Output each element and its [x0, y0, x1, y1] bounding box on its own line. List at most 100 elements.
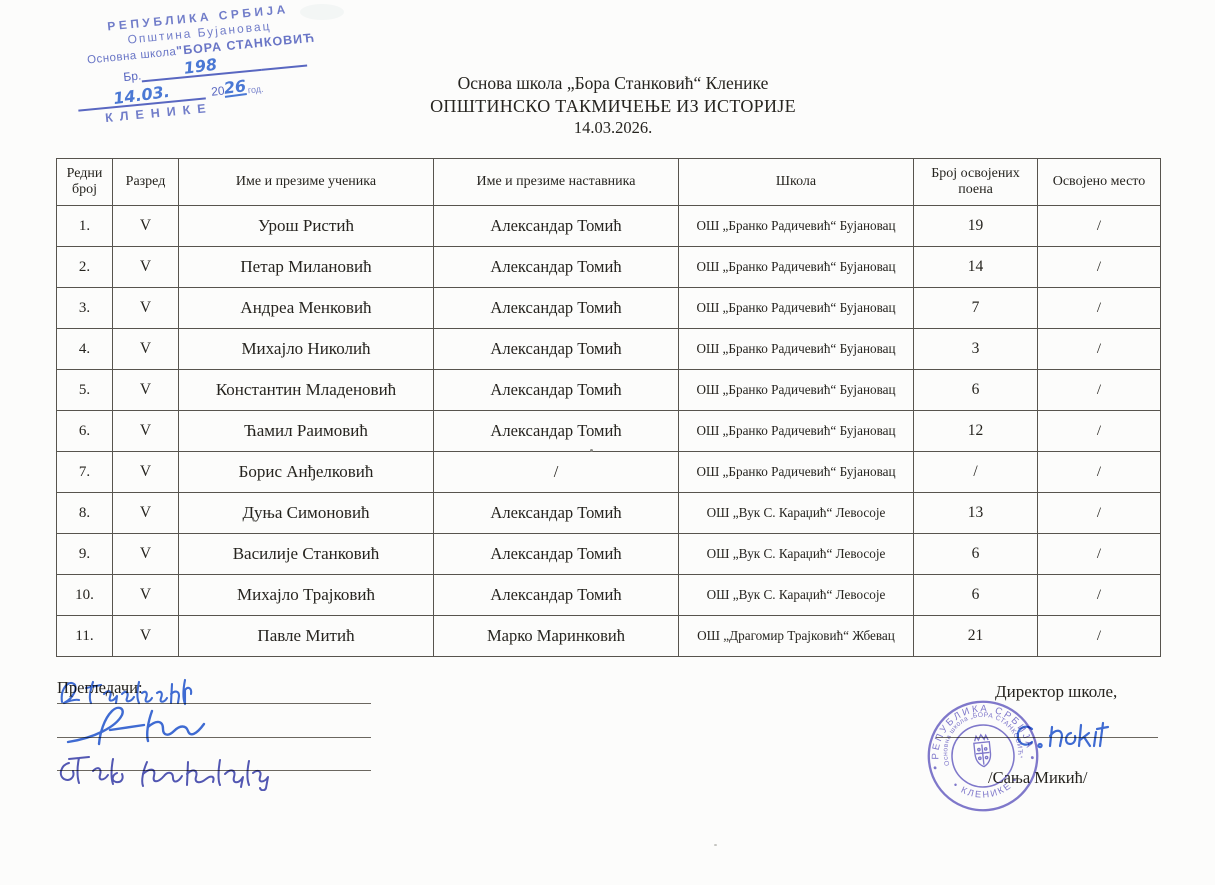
cell-teacher: Александар Томић — [433, 410, 679, 452]
col-header-student: Име и презиме ученика — [178, 158, 434, 206]
cell-student: Ћамил Раимовић — [178, 410, 434, 452]
handwritten-date: 14.03. — [111, 81, 171, 109]
cell-grade: V — [112, 533, 179, 575]
cell-points: 13 — [913, 492, 1038, 534]
scan-artifact — [300, 4, 344, 20]
cell-points: 3 — [913, 328, 1038, 370]
cell-rank: 1. — [56, 205, 113, 247]
cell-points: 6 — [913, 369, 1038, 411]
cell-teacher: Александар Томић — [433, 287, 679, 329]
cell-grade: V — [112, 328, 179, 370]
cell-place: / — [1037, 205, 1161, 247]
director-name: /Сања Микић/ — [988, 768, 1088, 787]
table-row: 9. V Василије Станковић Александар Томић ОШ … — [56, 533, 1161, 575]
director-signature — [1016, 721, 1110, 749]
stamp-number-line-extension — [259, 50, 308, 71]
cell-rank: 8. — [56, 492, 113, 534]
cell-points: 19 — [913, 205, 1038, 247]
cell-school: ОШ „Вук С. Караџић“ Левосоје — [678, 492, 914, 534]
cell-school: ОШ „Бранко Радичевић“ Бујановац — [678, 369, 914, 411]
cell-grade: V — [112, 615, 179, 657]
table-row: 8. V Дуња Симоновић Александар Томић ОШ „Вук… — [56, 492, 1161, 534]
reviewer-signature-2 — [66, 706, 206, 746]
director-signature-line — [936, 737, 1158, 738]
reviewers-label: Прегледачи: — [57, 678, 143, 697]
scan-artifact — [714, 844, 717, 846]
cell-rank: 6. — [56, 410, 113, 452]
cell-place: / — [1037, 328, 1161, 370]
title-competition-name: ОПШТИНСКО ТАКМИЧЕЊЕ ИЗ ИСТОРИЈЕ — [430, 95, 796, 116]
table-row: 2. V Петар Милановић Александар Томић ОШ „Бр… — [56, 246, 1161, 288]
cell-teacher: Александар Томић — [433, 533, 679, 575]
cell-teacher: Александар Томић — [433, 328, 679, 370]
cell-place: / — [1037, 287, 1161, 329]
table-row: 7. V Борис Анђелковић / ОШ „Бранко Радичевић… — [56, 451, 1161, 493]
cell-place: / — [1037, 533, 1161, 575]
cell-grade: V — [112, 574, 179, 616]
cell-student: Андреа Менковић — [178, 287, 434, 329]
cell-points: 7 — [913, 287, 1038, 329]
cell-grade: V — [112, 451, 179, 493]
results-table-header: Редни број Разред Име и презиме ученика … — [56, 158, 1161, 206]
cell-student: Василије Станковић — [178, 533, 434, 575]
results-table: Редни број Разред Име и презиме ученика … — [56, 158, 1161, 657]
cell-student: Борис Анђелковић — [178, 451, 434, 493]
cell-rank: 7. — [56, 451, 113, 493]
table-row: 11. V Павле Митић Марко Маринковић ОШ „Драго… — [56, 615, 1161, 657]
stamp-year-suffix: год. — [247, 83, 264, 96]
title-date: 14.03.2026. — [573, 118, 653, 137]
table-row: 6. V Ћамил Раимовић Александар Томић ОШ „Бра… — [56, 410, 1161, 452]
cell-points: 6 — [913, 533, 1038, 575]
cell-student: Петар Милановић — [178, 246, 434, 288]
cell-rank: 2. — [56, 246, 113, 288]
cell-teacher: Марко Маринковић — [433, 615, 679, 657]
cell-place: / — [1037, 369, 1161, 411]
reviewer-signature-1 — [60, 678, 193, 706]
director-label: Директор школе, — [995, 682, 1118, 701]
cell-student: Павле Митић — [178, 615, 434, 657]
cell-student: Константин Младеновић — [178, 369, 434, 411]
cell-school: ОШ „Бранко Радичевић“ Бујановац — [678, 246, 914, 288]
reviewer-signature-line-2 — [57, 737, 371, 738]
cell-grade: V — [112, 246, 179, 288]
table-row: 10. V Михајло Трајковић Александар Томић ОШ … — [56, 574, 1161, 616]
cell-points: 12 — [913, 410, 1038, 452]
cell-place: / — [1037, 615, 1161, 657]
cell-points: 14 — [913, 246, 1038, 288]
cell-grade: V — [112, 205, 179, 247]
cell-school: ОШ „Бранко Радичевић“ Бујановац — [678, 205, 914, 247]
table-row: 1. V Урош Ристић Александар Томић ОШ „Бранко… — [56, 205, 1161, 247]
reviewer-signature-3 — [59, 756, 269, 791]
school-round-stamp: РЕПУБЛИКА СРБИЈА • КЛЕНИКЕ • Основна шко… — [925, 698, 1039, 812]
cell-rank: 5. — [56, 369, 113, 411]
cell-student: Михајло Николић — [178, 328, 434, 370]
cell-place: / — [1037, 451, 1161, 493]
cell-teacher: Александар Томић — [433, 205, 679, 247]
scan-artifact — [590, 449, 593, 452]
cell-grade: V — [112, 410, 179, 452]
cell-grade: V — [112, 369, 179, 411]
col-header-rank: Редни број — [56, 158, 113, 206]
cell-school: ОШ „Драгомир Трајковић“ Жбевац — [678, 615, 914, 657]
cell-points: 6 — [913, 574, 1038, 616]
col-header-school: Школа — [678, 158, 914, 206]
cell-rank: 3. — [56, 287, 113, 329]
cell-school: ОШ „Вук С. Караџић“ Левосоје — [678, 574, 914, 616]
coat-of-arms-icon — [973, 733, 992, 768]
cell-school: ОШ „Бранко Радичевић“ Бујановац — [678, 410, 914, 452]
reviewer-signature-line-3 — [57, 770, 371, 771]
cell-teacher: Александар Томић — [433, 574, 679, 616]
results-table-body: 1. V Урош Ристић Александар Томић ОШ „Бранко… — [56, 205, 1161, 657]
col-header-grade: Разред — [112, 158, 179, 206]
cell-place: / — [1037, 492, 1161, 534]
handwritten-number: 198 — [182, 54, 219, 78]
cell-place: / — [1037, 246, 1161, 288]
cell-student: Дуња Симоновић — [178, 492, 434, 534]
cell-student: Михајло Трајковић — [178, 574, 434, 616]
cell-teacher: Александар Томић — [433, 369, 679, 411]
cell-place: / — [1037, 410, 1161, 452]
cell-school: ОШ „Бранко Радичевић“ Бујановац — [678, 328, 914, 370]
title-school-name: Основа школа „Бора Станковић“ Кленике — [457, 73, 769, 93]
col-header-teacher: Име и презиме наставника — [433, 158, 679, 206]
